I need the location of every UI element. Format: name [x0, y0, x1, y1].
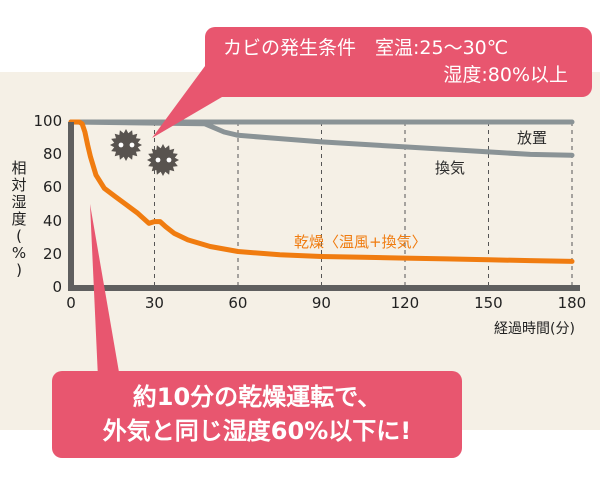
- y-tick-label: 80: [43, 145, 63, 164]
- series-label-left-over: 放置: [517, 129, 548, 147]
- callout-tails: [90, 62, 222, 378]
- y-tick-label: 60: [43, 178, 63, 197]
- mold-conditions-callout: カビの発生条件 室温:25〜30℃ 湿度:80%以上: [205, 27, 592, 97]
- mold-icons: [110, 129, 179, 176]
- y-axis-label: 相対湿度(%): [11, 159, 27, 279]
- y-tick-label: 100: [33, 112, 63, 130]
- callout-top-line1: カビの発生条件 室温:25〜30℃: [223, 37, 509, 59]
- x-tick-label: 120: [390, 294, 420, 312]
- x-tick-label: 90: [311, 294, 331, 312]
- callout-bottom-line2: 外気と同じ湿度60%以下に!: [102, 417, 412, 445]
- callout-bottom-line1: 約10分の乾燥運転で、: [132, 383, 382, 411]
- series-label-ventilation: 換気: [435, 159, 466, 177]
- callout-tail-bottom: [90, 204, 120, 378]
- y-tick-label: 20: [43, 244, 63, 263]
- y-tick-label: 40: [43, 211, 63, 230]
- axes: [68, 122, 580, 291]
- axis-line: [68, 122, 580, 291]
- series-line: [68, 119, 575, 158]
- x-tick-label: 180: [557, 294, 587, 312]
- y-tick-label: 0: [52, 278, 63, 296]
- series-label-dry: 乾燥〈温風+換気〉: [294, 233, 427, 251]
- mold-spore-icon: [147, 144, 179, 176]
- x-tick-label: 30: [144, 294, 164, 312]
- series-line: [68, 119, 575, 264]
- x-axis-label: 経過時間(分): [494, 321, 575, 337]
- drying-result-callout: 約10分の乾燥運転で、 外気と同じ湿度60%以下に!: [52, 371, 462, 458]
- data-lines: [68, 119, 575, 264]
- x-tick-label: 0: [66, 294, 76, 312]
- x-tick-label: 60: [228, 294, 248, 312]
- mold-spore-icon: [110, 129, 142, 161]
- x-tick-label: 150: [474, 294, 503, 312]
- callout-tail-top: [152, 62, 222, 138]
- callout-top-line2: 湿度:80%以上: [443, 64, 568, 86]
